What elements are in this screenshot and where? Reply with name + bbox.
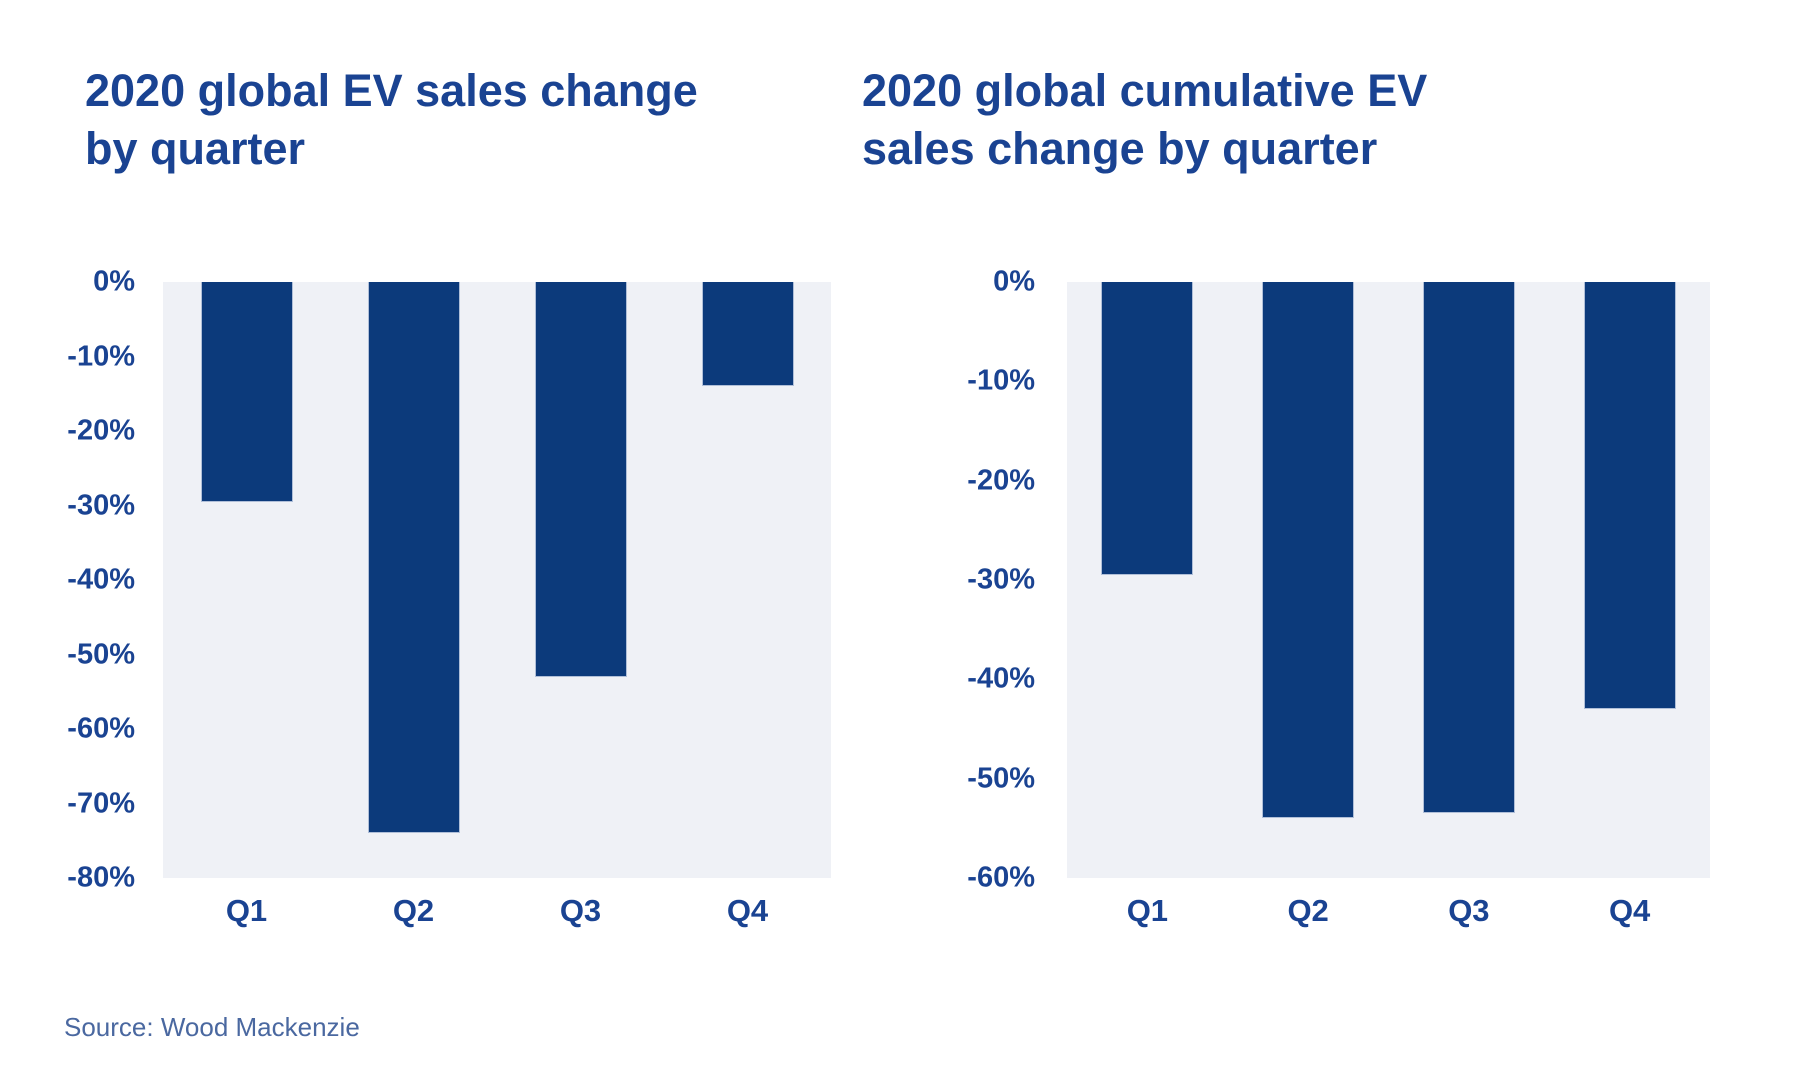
bar-q2	[1262, 282, 1355, 819]
bar-q1	[1101, 282, 1194, 576]
x-tick-label: Q3	[559, 893, 602, 928]
bar-q1	[200, 282, 293, 502]
y-axis: 0% -10% -20% -30% -40% -50% -60%	[880, 266, 1035, 894]
bar-q3	[534, 282, 627, 677]
y-tick-label: -20%	[67, 414, 135, 447]
y-tick-label: 0%	[993, 265, 1035, 298]
y-tick-label: -60%	[967, 861, 1035, 894]
y-axis: 0% -10% -20% -30% -40% -50% -60% -70% -80%	[10, 266, 135, 894]
x-axis: Q1 Q2 Q3 Q4	[163, 890, 831, 936]
x-tick-label: Q2	[392, 893, 435, 928]
bar-q4	[701, 282, 794, 387]
y-tick-label: -10%	[967, 364, 1035, 397]
y-tick-label: -30%	[967, 563, 1035, 596]
x-tick-label: Q2	[1287, 893, 1329, 928]
chart-title: 2020 global cumulative EV sales change b…	[862, 65, 1428, 174]
plot-area	[163, 282, 831, 878]
bar-q2	[367, 282, 460, 834]
y-tick-label: -60%	[67, 712, 135, 745]
y-tick-label: -40%	[967, 662, 1035, 695]
y-tick-label: -50%	[67, 638, 135, 670]
y-tick-label: -50%	[967, 762, 1035, 795]
y-tick-label: 0%	[93, 265, 135, 298]
y-tick-label: -30%	[67, 489, 135, 521]
x-tick-label: Q1	[1126, 893, 1169, 928]
y-tick-label: -10%	[67, 340, 135, 372]
source-caption: Source: Wood Mackenzie	[64, 1012, 360, 1042]
bar-q4	[1583, 282, 1676, 710]
x-tick-label: Q3	[1448, 893, 1490, 928]
y-tick-label: -20%	[967, 464, 1035, 497]
x-tick-label: Q1	[225, 893, 268, 928]
y-tick-label: -40%	[67, 563, 135, 596]
bar-q3	[1422, 282, 1515, 814]
y-tick-label: -80%	[67, 861, 135, 894]
x-tick-label: Q4	[1608, 893, 1651, 928]
x-axis: Q1 Q2 Q3 Q4	[1067, 890, 1710, 936]
y-tick-label: -70%	[67, 787, 135, 819]
x-tick-label: Q4	[726, 893, 769, 928]
plot-area	[1067, 282, 1710, 878]
chart-title: 2020 global EV sales change by quarter	[85, 65, 698, 174]
